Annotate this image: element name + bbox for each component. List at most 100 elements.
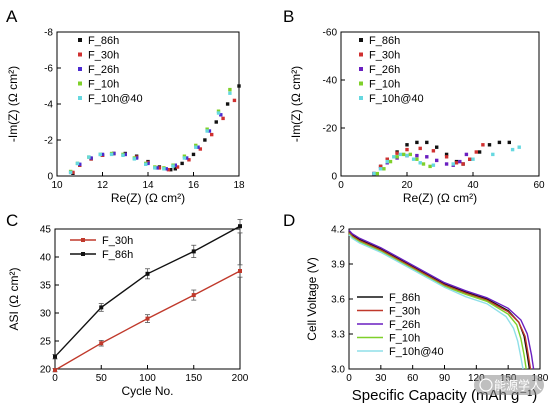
data-point: [238, 224, 242, 229]
data-point: [444, 152, 449, 157]
legend-marker: [359, 81, 363, 86]
legend-marker: [78, 96, 82, 100]
watermark-icon: [479, 378, 493, 392]
data-point: [87, 155, 91, 159]
y-tick-label: 0: [331, 172, 337, 183]
legend-label: F_30h: [389, 306, 420, 318]
data-point: [99, 341, 104, 346]
plot-frame: [56, 31, 240, 177]
data-point: [421, 162, 426, 166]
data-point: [166, 168, 171, 172]
y-tick-label: 4.2: [331, 225, 345, 236]
y-axis-label: -Im(Z) (Ω cm²): [6, 66, 20, 142]
data-point: [173, 163, 177, 167]
y-tick-label: -40: [323, 76, 338, 87]
data-point: [388, 159, 393, 164]
data-point: [238, 269, 242, 273]
legend-label: F_26h: [369, 64, 400, 76]
panel-letter: C: [6, 211, 18, 230]
data-point: [425, 140, 429, 145]
series-f-10h: [348, 233, 527, 370]
panel-c: C 0 50 100 150 200 20 25 30 35 40 45 Cycle No. ASI (Ω…: [6, 211, 249, 398]
data-point: [232, 98, 237, 103]
data-point: [405, 153, 409, 158]
data-point: [205, 129, 209, 133]
legend-marker: [78, 81, 82, 86]
series-line: [348, 233, 527, 370]
data-point: [378, 164, 383, 169]
data-point: [411, 157, 416, 161]
x-tick-label: 0: [346, 373, 352, 384]
y-tick-label: -20: [323, 124, 338, 135]
x-tick-label: 16: [188, 180, 200, 191]
data-point: [164, 167, 168, 171]
data-point: [468, 157, 472, 161]
y-axis-label: -Im(Z) (Ω cm²): [289, 66, 303, 142]
data-point: [458, 159, 462, 164]
x-tick-label: 150: [185, 373, 202, 384]
legend-label: F_10h@40: [369, 93, 424, 105]
data-point: [100, 152, 105, 157]
data-point: [191, 249, 196, 254]
series-f-26h: [348, 229, 535, 370]
y-tick-label: 0: [47, 172, 53, 183]
data-point: [191, 293, 196, 298]
legend-marker: [359, 38, 363, 42]
legend-label: F_86h: [88, 35, 119, 47]
data-point: [385, 157, 389, 161]
data-point: [435, 145, 439, 149]
watermark-text: 能源学人: [494, 378, 542, 393]
data-point: [435, 158, 439, 163]
y-tick-label: -60: [323, 28, 338, 39]
data-point: [121, 153, 125, 157]
data-point: [184, 156, 189, 160]
data-point: [517, 145, 521, 149]
data-point: [507, 140, 511, 145]
data-point: [221, 116, 225, 121]
data-point: [425, 155, 429, 159]
x-tick-label: 14: [142, 180, 154, 191]
data-point: [205, 127, 209, 131]
data-point: [198, 147, 203, 151]
legend-label: F_10h: [369, 79, 400, 91]
series-f-86h: [52, 219, 243, 360]
data-point: [216, 111, 221, 115]
data-point: [428, 164, 432, 169]
panel-letter: D: [283, 211, 295, 230]
data-point: [431, 163, 436, 167]
series-f-30h: [71, 98, 237, 175]
legend-label: F_86h: [389, 292, 420, 304]
data-point: [153, 166, 157, 170]
data-point: [196, 145, 200, 149]
data-point: [225, 102, 230, 106]
panel-d: D03060901201501803.03.33.63.94.2Specific…: [283, 211, 549, 404]
data-point: [510, 147, 515, 152]
legend-label: F_86h: [102, 249, 133, 261]
legend-marker: [81, 238, 85, 242]
legend-label: F_26h: [389, 319, 420, 331]
data-point: [375, 171, 379, 176]
data-point: [210, 132, 214, 137]
y-tick-label: 25: [40, 337, 52, 348]
data-point: [71, 170, 75, 175]
panel-a: A 10 12 14 16 18 0 -2 -4 -6 -8 Re(Z) (Ω cm²) -Im(Z) …: [6, 7, 245, 205]
data-point: [187, 158, 191, 162]
y-tick-label: 20: [40, 365, 52, 376]
data-point: [53, 354, 57, 359]
legend-label: F_10h: [88, 79, 119, 91]
y-tick-label: 3.0: [331, 365, 345, 376]
legend-label: F_30h: [102, 235, 133, 247]
series-f-86h: [348, 230, 531, 370]
data-point: [395, 155, 399, 159]
data-point: [382, 167, 386, 171]
series-f-10h-40: [68, 91, 232, 175]
legend-marker: [78, 52, 82, 57]
data-point: [207, 129, 212, 133]
y-tick-label: 40: [40, 253, 52, 264]
data-point: [402, 152, 406, 157]
legend-marker: [359, 52, 363, 57]
data-point: [175, 165, 180, 169]
